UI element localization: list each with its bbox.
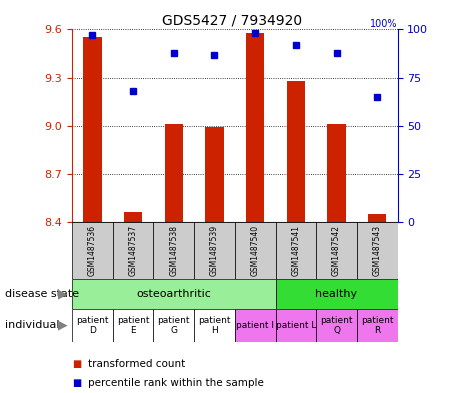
Bar [287, 81, 305, 222]
Bar [72, 309, 113, 342]
Bar [235, 222, 275, 279]
Text: ▶: ▶ [58, 287, 67, 300]
Bar [275, 279, 398, 309]
Bar [194, 222, 235, 279]
Text: GSM1487537: GSM1487537 [129, 225, 138, 276]
Text: patient
Q: patient Q [320, 316, 353, 335]
Text: percentile rank within the sample: percentile rank within the sample [88, 378, 264, 388]
Bar [275, 222, 316, 279]
Text: GSM1487543: GSM1487543 [373, 225, 382, 276]
Bar [327, 124, 345, 222]
Bar [194, 309, 235, 342]
Bar [206, 127, 224, 222]
Bar [246, 33, 264, 222]
Text: GDS5427 / 7934920: GDS5427 / 7934920 [162, 14, 303, 28]
Text: GSM1487540: GSM1487540 [251, 225, 259, 276]
Text: patient
E: patient E [117, 316, 149, 335]
Bar [113, 222, 153, 279]
Bar [72, 279, 275, 309]
Text: osteoarthritic: osteoarthritic [136, 289, 211, 299]
Text: ▶: ▶ [58, 319, 67, 332]
Bar [83, 37, 101, 222]
Bar [357, 309, 398, 342]
Bar [113, 309, 153, 342]
Text: patient
D: patient D [76, 316, 109, 335]
Text: healthy: healthy [315, 289, 358, 299]
Text: patient I: patient I [236, 321, 274, 330]
Bar [72, 222, 113, 279]
Text: GSM1487538: GSM1487538 [169, 225, 178, 276]
Text: GSM1487536: GSM1487536 [88, 225, 97, 276]
Text: patient L: patient L [276, 321, 316, 330]
Text: GSM1487541: GSM1487541 [292, 225, 300, 276]
Bar [368, 214, 386, 222]
Text: patient
H: patient H [198, 316, 231, 335]
Bar [153, 309, 194, 342]
Text: GSM1487539: GSM1487539 [210, 225, 219, 276]
Bar [316, 222, 357, 279]
Text: individual: individual [5, 320, 59, 330]
Bar [357, 222, 398, 279]
Text: GSM1487542: GSM1487542 [332, 225, 341, 276]
Bar [235, 309, 275, 342]
Text: transformed count: transformed count [88, 358, 186, 369]
Bar [124, 212, 142, 222]
Bar [316, 309, 357, 342]
Text: 100%: 100% [370, 20, 398, 29]
Bar [153, 222, 194, 279]
Text: ■: ■ [72, 378, 81, 388]
Bar [165, 124, 183, 222]
Text: ■: ■ [72, 358, 81, 369]
Text: patient
R: patient R [361, 316, 393, 335]
Text: patient
G: patient G [158, 316, 190, 335]
Bar [275, 309, 316, 342]
Text: disease state: disease state [5, 289, 79, 299]
